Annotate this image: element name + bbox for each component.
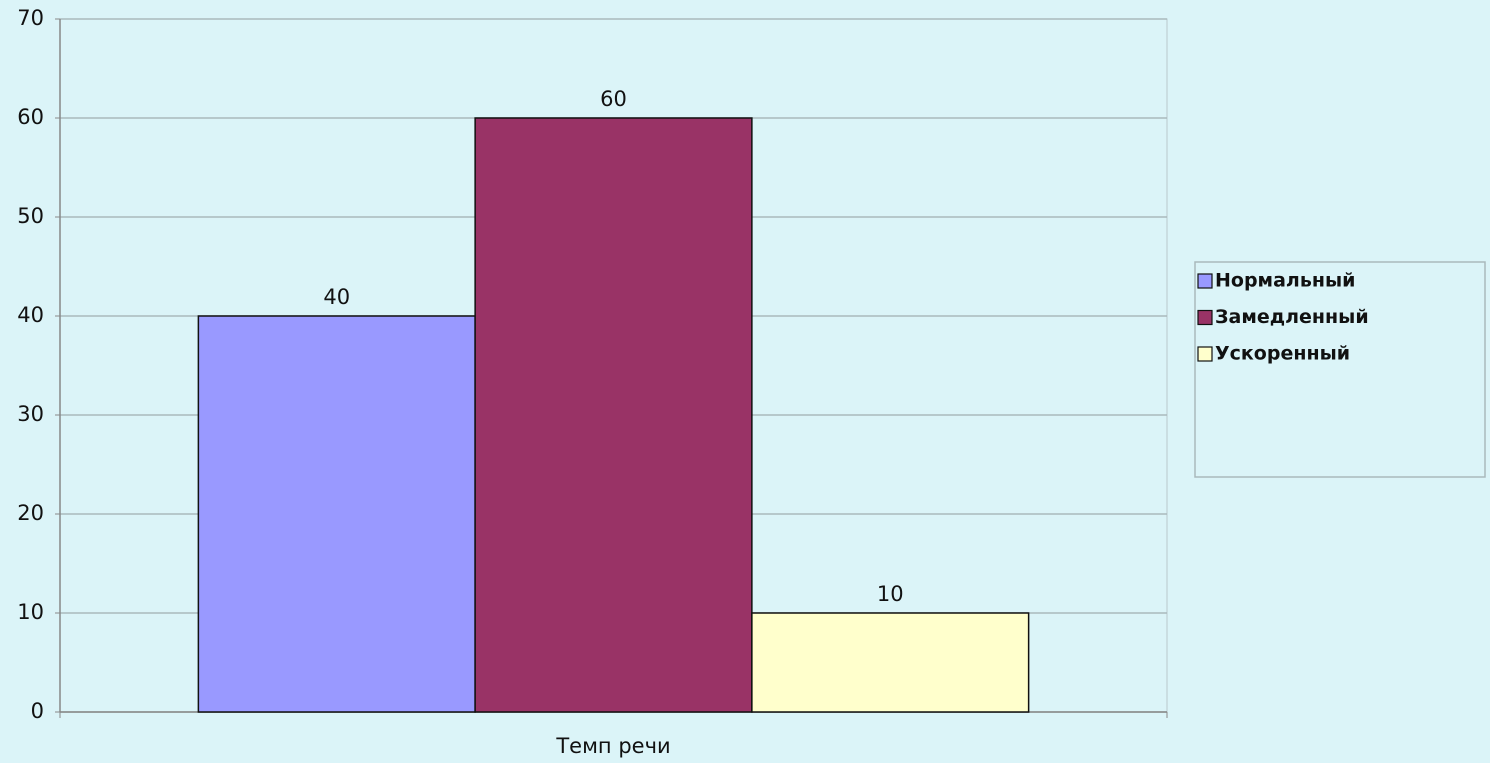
- legend-label: Нормальный: [1215, 270, 1355, 292]
- y-tick-label: 60: [17, 105, 44, 129]
- data-label: 40: [323, 285, 350, 309]
- y-tick-label: 70: [17, 6, 44, 30]
- legend-swatch: [1197, 273, 1213, 289]
- bar: [751, 612, 1030, 713]
- legend-label: Замедленный: [1215, 306, 1369, 328]
- y-tick-label: 10: [17, 600, 44, 624]
- y-tick-label: 0: [31, 699, 44, 723]
- y-tick-label: 50: [17, 204, 44, 228]
- y-tick-label: 30: [17, 402, 44, 426]
- bar: [197, 315, 476, 713]
- legend-box: [1194, 261, 1486, 478]
- legend-swatch: [1197, 346, 1213, 362]
- data-label: 10: [877, 582, 904, 606]
- legend-label: Ускоренный: [1215, 343, 1350, 365]
- bar: [474, 117, 753, 713]
- data-label: 60: [600, 87, 627, 111]
- y-tick-label: 40: [17, 303, 44, 327]
- y-tick-label: 20: [17, 501, 44, 525]
- legend-swatch: [1197, 309, 1213, 326]
- x-tick-label: Темп речи: [555, 734, 670, 758]
